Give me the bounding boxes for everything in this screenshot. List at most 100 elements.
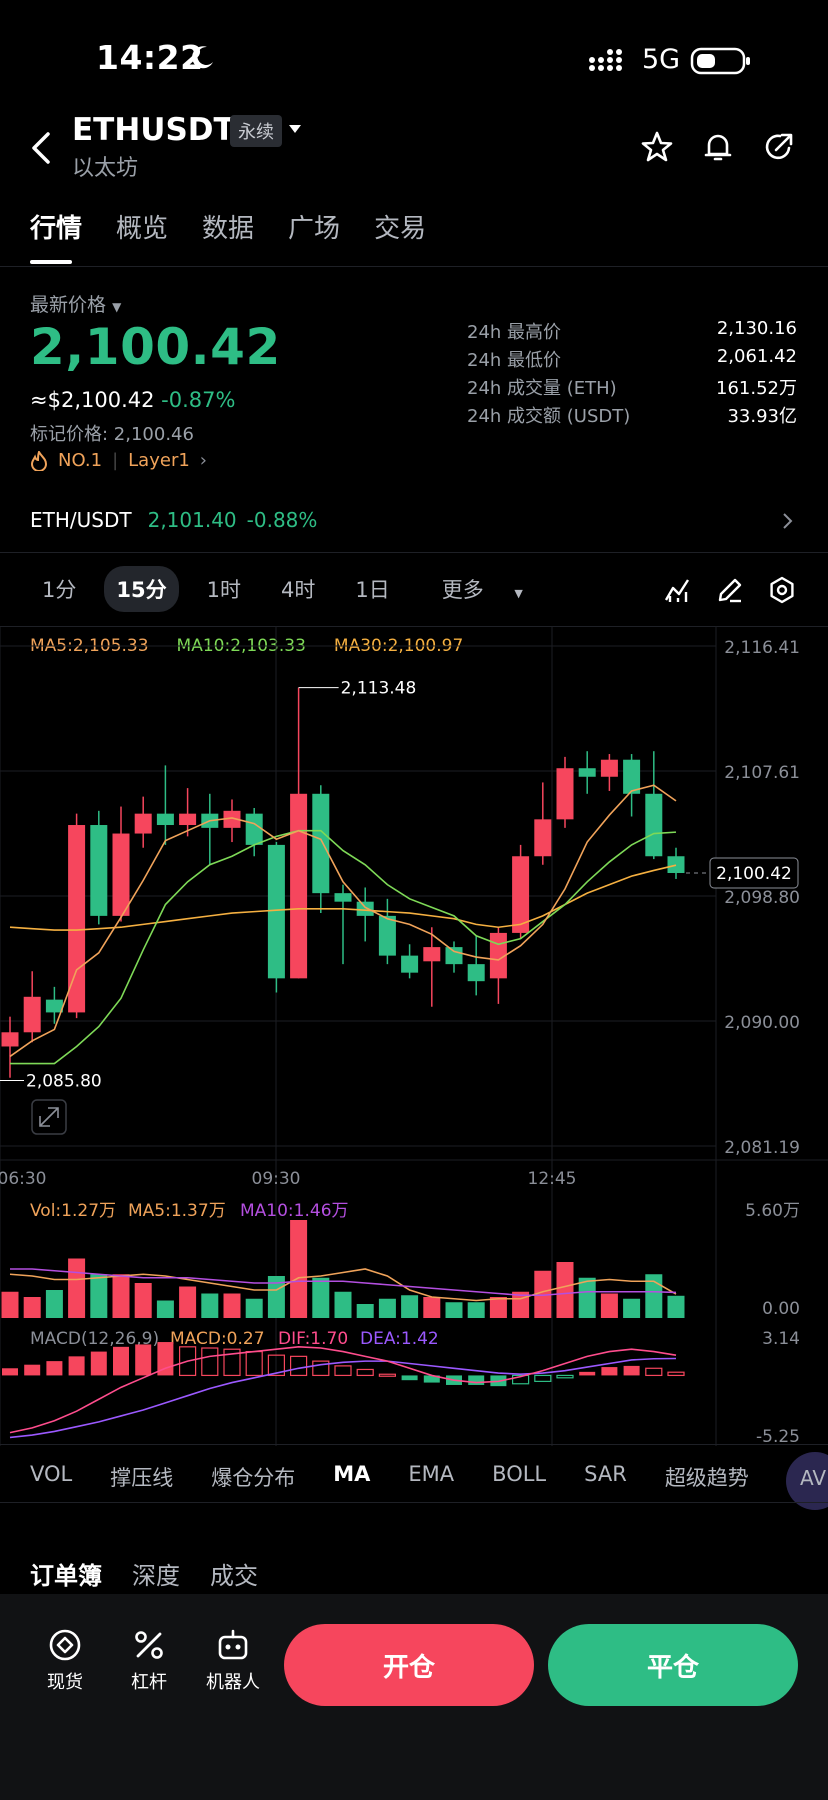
macd-histogram-bar — [534, 1374, 552, 1382]
volume-bar — [112, 1274, 130, 1318]
settings-icon[interactable] — [768, 576, 796, 604]
nav-spot-label: 现货 — [47, 1672, 83, 1693]
indicator-boll[interactable]: BOLL — [492, 1462, 547, 1486]
tab-orderbook[interactable]: 订单簿 — [30, 1562, 102, 1590]
open-position-button[interactable]: 开仓 — [284, 1624, 534, 1706]
nav-spot[interactable]: 现货 — [30, 1628, 100, 1694]
macd-histogram-bar — [423, 1375, 440, 1383]
caret-down-icon: ▼ — [112, 300, 122, 314]
candle-body — [1, 1032, 19, 1047]
floating-assistant[interactable] — [786, 1452, 828, 1510]
x-tick-label: 09:30 — [252, 1169, 301, 1189]
macd-histogram-bar — [46, 1361, 63, 1376]
x-tick-label: 12:45 — [528, 1169, 577, 1189]
interval-1h[interactable]: 1时 — [206, 578, 241, 602]
tab-square[interactable]: 广场 — [288, 214, 341, 244]
tag-badge: Layer1 — [128, 450, 190, 471]
interval-4h[interactable]: 4时 — [280, 578, 316, 602]
interval-1d[interactable]: 1日 — [355, 578, 390, 602]
y-tick-label: 2,098.80 — [724, 888, 800, 908]
symbol-title[interactable]: ETHUSDT — [72, 112, 235, 148]
candle-body — [23, 996, 41, 1033]
indicator-icon[interactable] — [664, 576, 692, 604]
volume-bar — [312, 1277, 330, 1318]
candle-body — [245, 813, 263, 845]
volume-bar — [334, 1291, 352, 1318]
stat-label: 24h 成交额 (USDT) — [467, 406, 631, 427]
macd-histogram-bar — [645, 1367, 663, 1377]
divider — [0, 1444, 828, 1445]
share-icon[interactable] — [762, 130, 796, 164]
candle-body — [401, 955, 419, 973]
tab-trade[interactable]: 交易 — [374, 214, 427, 244]
nav-margin[interactable]: 杠杆 — [114, 1628, 184, 1694]
usd-price-line: ≈$2,100.42 -0.87% — [30, 388, 235, 412]
back-arrow-icon[interactable] — [28, 130, 56, 166]
volume-legend: Vol:1.27万 — [30, 1201, 116, 1221]
macd-histogram-bar — [312, 1360, 330, 1377]
star-icon[interactable] — [640, 130, 674, 164]
stat-row: 24h 成交额 (USDT) 33.93亿 — [467, 402, 797, 430]
stat-row: 24h 最低价 2,061.42 — [467, 346, 797, 374]
volume-bar — [645, 1274, 663, 1318]
indicator-liquidation[interactable]: 爆仓分布 — [211, 1466, 296, 1490]
candle-body — [467, 964, 485, 982]
tab-overview[interactable]: 概览 — [116, 214, 169, 244]
macd-histogram-bar — [667, 1371, 685, 1377]
volume-bar — [45, 1290, 63, 1318]
rank-badge: NO.1 — [58, 450, 103, 471]
indicator-supertrend[interactable]: 超级趋势 — [664, 1466, 749, 1490]
candle-body — [267, 844, 285, 979]
nav-margin-label: 杠杆 — [131, 1672, 167, 1693]
volume-bar — [1, 1291, 19, 1318]
indicator-ma[interactable]: MA — [333, 1462, 371, 1486]
caret-down-icon[interactable] — [288, 123, 302, 135]
spot-pair-row[interactable]: ETH/USDT 2,101.40 -0.88% — [30, 508, 317, 532]
indicator-ema[interactable]: EMA — [408, 1462, 455, 1486]
candle-body — [578, 768, 596, 777]
rank-row[interactable]: NO.1 | Layer1 › — [30, 450, 207, 471]
close-position-button[interactable]: 平仓 — [548, 1624, 798, 1706]
volume-bar — [290, 1220, 308, 1318]
macd-y-tick: -5.25 — [756, 1427, 800, 1446]
indicator-sar[interactable]: SAR — [584, 1462, 627, 1486]
chevron-right-icon[interactable] — [782, 512, 794, 530]
macd-histogram-bar — [511, 1374, 530, 1385]
ma10-line — [10, 829, 677, 1065]
indicator-tabs: VOL 撑压线 爆仓分布 MA EMA BOLL SAR 超级趋势 — [30, 1462, 749, 1492]
volume-bar — [378, 1298, 396, 1318]
volume-bar — [556, 1262, 574, 1318]
candle-body — [334, 893, 352, 902]
high-price-label: 2,113.48 — [341, 679, 417, 699]
kline-chart[interactable]: 2,116.41 2,107.61 2,098.80 2,090.00 2,081.19… — [0, 626, 828, 1446]
tab-depth[interactable]: 深度 — [132, 1562, 180, 1590]
candle-body — [556, 768, 574, 820]
tab-trades[interactable]: 成交 — [210, 1562, 258, 1590]
rank-separator: | — [112, 450, 119, 471]
tab-data[interactable]: 数据 — [202, 214, 255, 244]
candle-body — [623, 759, 641, 794]
volume-bar — [223, 1293, 241, 1318]
macd-histogram-bar — [468, 1375, 485, 1385]
indicator-vol[interactable]: VOL — [30, 1462, 73, 1486]
pencil-icon[interactable] — [716, 576, 744, 604]
spot-icon — [49, 1629, 81, 1661]
macd-histogram-bar — [601, 1367, 618, 1376]
nav-bot[interactable]: 机器人 — [198, 1628, 268, 1694]
tab-market[interactable]: 行情 — [30, 214, 83, 244]
spot-pair-change: -0.88% — [246, 508, 318, 532]
usd-price: ≈$2,100.42 — [30, 388, 155, 412]
bell-icon[interactable] — [701, 130, 735, 164]
interval-1m[interactable]: 1分 — [42, 578, 77, 602]
low-price-label: 2,085.80 — [26, 1072, 102, 1092]
latest-price-label[interactable]: 最新价格 ▼ — [30, 290, 121, 317]
macd-histogram-bar — [290, 1355, 308, 1377]
macd-dif-line — [9, 1346, 677, 1434]
macd-histogram-bar — [334, 1365, 352, 1377]
interval-more[interactable]: 更多 ▼ — [418, 566, 547, 612]
interval-15m[interactable]: 15分 — [104, 566, 179, 612]
x-tick-label: 06:30 — [0, 1169, 47, 1189]
last-price: 2,100.42 — [30, 318, 281, 376]
indicator-support-resistance[interactable]: 撑压线 — [110, 1466, 174, 1490]
candle-body — [534, 819, 552, 857]
